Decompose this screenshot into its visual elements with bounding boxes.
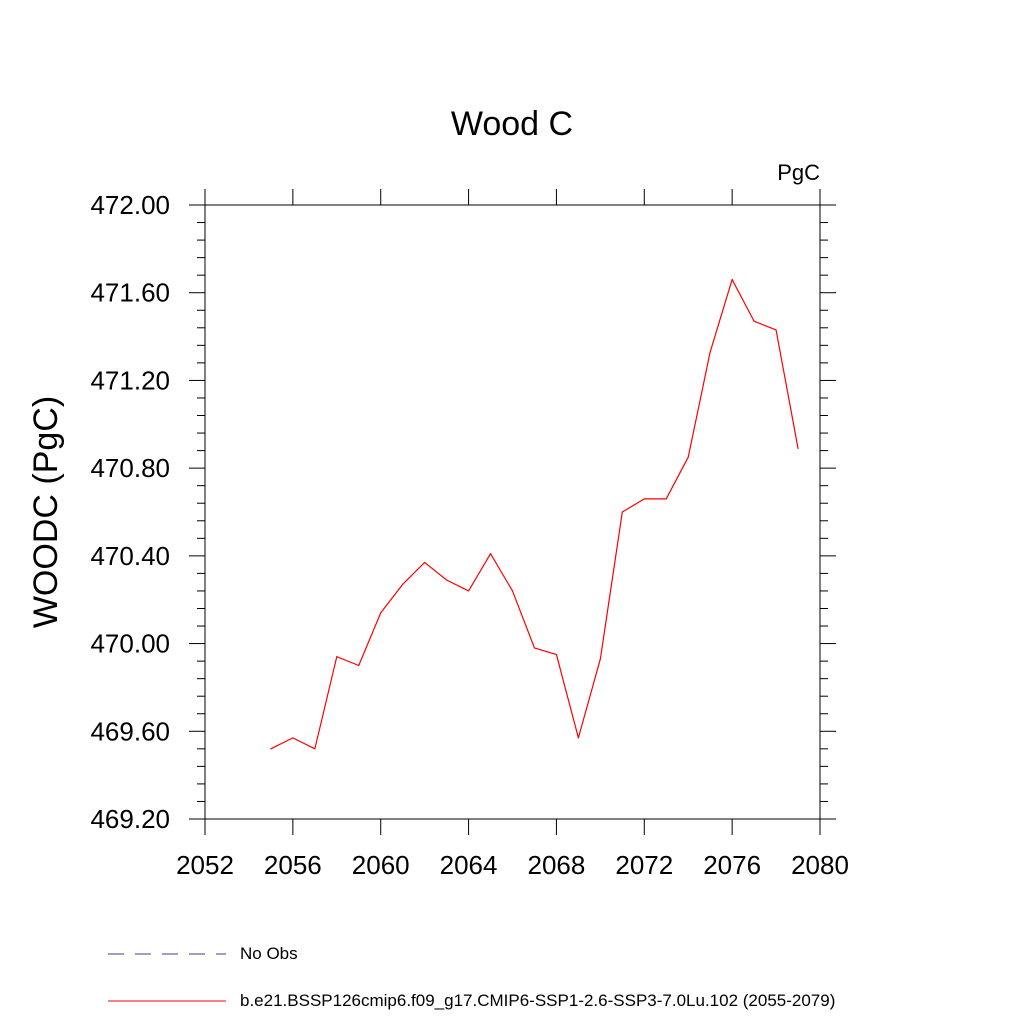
data-point [424,561,426,564]
data-point [709,351,711,353]
y-tick-label: 469.60 [90,716,170,746]
legend-label-model: b.e21.BSSP126cmip6.f09_g17.CMIP6-SSP1-2.… [240,991,835,1010]
data-point [467,590,470,592]
y-tick-label: 469.20 [90,804,170,834]
y-tick-label: 470.00 [90,629,170,659]
units-label: PgC [777,160,820,185]
y-tick-label: 470.80 [90,453,170,483]
axis-tick-labels: 469.20 469.60 470.00 470.40 470.80 471.20 471.… [90,190,848,880]
x-tick-label: 2072 [615,850,673,880]
x-tick-label: 2064 [440,850,498,880]
data-point [511,590,514,592]
data-point [380,612,382,614]
axis-ticks [189,189,836,835]
data-point [358,664,360,667]
data-point [731,278,733,281]
series-layer [270,278,799,750]
x-tick-label: 2060 [352,850,410,880]
data-point [336,656,338,658]
data-point [270,748,272,750]
data-point [292,737,294,739]
x-tick-label: 2068 [528,850,586,880]
data-point [797,447,799,450]
series-line [270,278,799,750]
data-point [402,583,404,585]
x-tick-label: 2080 [791,850,849,880]
y-tick-label: 472.00 [90,190,170,220]
y-tick-label: 470.40 [90,541,170,571]
data-point [643,498,645,500]
data-point [599,658,601,660]
data-point [621,511,623,513]
y-tick-label: 471.20 [90,365,170,395]
x-tick-label: 2052 [176,850,234,880]
data-point [555,653,558,656]
data-point [577,737,579,739]
legend: No Obs b.e21.BSSP126cmip6.f09_g17.CMIP6-… [108,944,835,1010]
data-point [753,320,755,322]
data-point [489,553,492,555]
plot-frame [204,204,821,820]
data-point [533,647,536,649]
data-point [687,456,689,458]
x-tick-label: 2076 [703,850,761,880]
legend-label-no-obs: No Obs [240,944,298,963]
x-tick-label: 2056 [264,850,322,880]
data-point [665,498,667,500]
y-axis-label: WOODC (PgC) [27,396,65,628]
data-point [446,579,448,581]
chart-title: Wood C [451,105,573,143]
y-tick-label: 471.60 [90,278,170,308]
data-point [775,329,777,331]
data-point [314,748,316,750]
